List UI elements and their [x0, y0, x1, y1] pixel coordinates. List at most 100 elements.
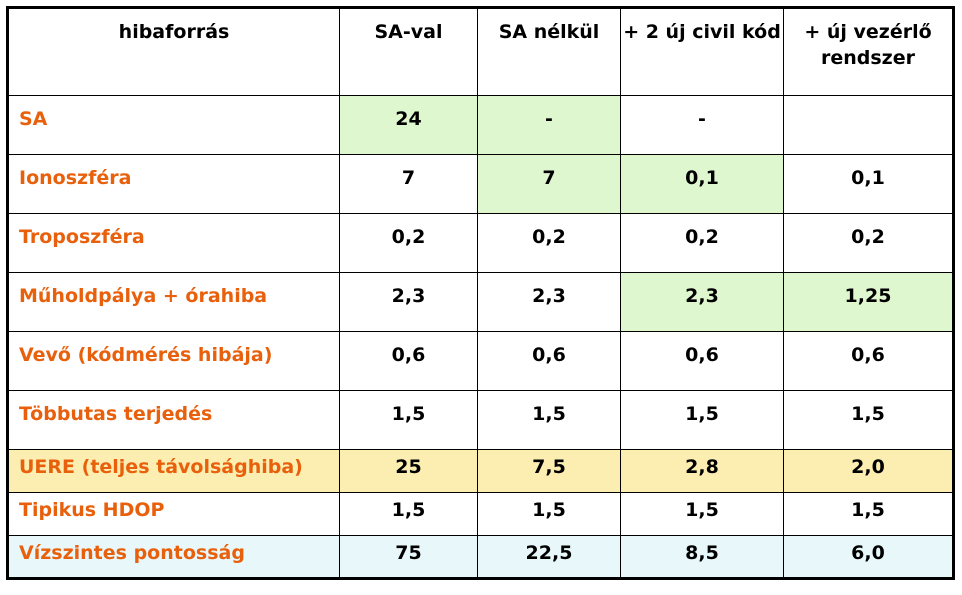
value-cell: 75: [339, 535, 478, 579]
value: 1,5: [851, 499, 885, 521]
row-label: Vízszintes pontosság: [19, 542, 245, 564]
value: 0,6: [391, 344, 426, 366]
header-cell-civil-code: + 2 új civil kód: [620, 7, 784, 96]
value-cell: 7,5: [477, 449, 621, 493]
value: 2,3: [685, 285, 719, 307]
value-cell: -: [620, 95, 784, 155]
value: 0,1: [851, 167, 885, 189]
value-cell: 0,6: [339, 331, 478, 391]
row-label: SA: [19, 108, 48, 130]
value-cell: 1,25: [783, 272, 954, 332]
header-without-sa-label: SA nélkül: [498, 21, 600, 43]
row-label: Vevő (kódmérés hibája): [19, 344, 273, 366]
value: 0,2: [391, 226, 426, 248]
value: 1,5: [391, 499, 426, 521]
value: 8,5: [685, 542, 719, 564]
value-cell: 2,3: [339, 272, 478, 332]
value-cell: 7: [477, 154, 621, 214]
value-cell: 0,2: [477, 213, 621, 273]
table-row-accuracy: Vízszintes pontosság 75 22,5 8,5 6,0: [7, 535, 954, 579]
error-budget-table: hibaforrás SA-val SA nélkül + 2 új civil…: [6, 6, 955, 580]
value-cell: 25: [339, 449, 478, 493]
value-cell: [783, 95, 954, 155]
value: 7: [542, 167, 556, 189]
value-cell: 0,2: [620, 213, 784, 273]
row-label: UERE (teljes távolsághiba): [19, 456, 303, 478]
value: 0,6: [685, 344, 719, 366]
value: 1,25: [844, 285, 892, 307]
value: 0,2: [532, 226, 566, 248]
value-cell: 0,2: [339, 213, 478, 273]
value: 1,5: [685, 403, 719, 425]
value: 75: [395, 542, 422, 564]
value: 0,6: [532, 344, 566, 366]
value: -: [698, 108, 706, 130]
value: 1,5: [851, 403, 885, 425]
value-cell: 1,5: [620, 492, 784, 536]
value: 6,0: [851, 542, 885, 564]
value-cell: 0,2: [783, 213, 954, 273]
row-label: Többutas terjedés: [19, 403, 213, 425]
value: 7: [401, 167, 416, 189]
value-cell: 1,5: [783, 390, 954, 450]
row-label: Ionoszféra: [19, 167, 132, 189]
value: 2,3: [532, 285, 566, 307]
row-label-cell: Műholdpálya + órahiba: [7, 272, 340, 332]
value-cell: 1,5: [620, 390, 784, 450]
value-cell: 0,1: [620, 154, 784, 214]
value: 2,0: [851, 456, 885, 478]
table-row: Troposzféra 0,2 0,2 0,2 0,2: [7, 213, 954, 273]
row-label-cell: Troposzféra: [7, 213, 340, 273]
value: 22,5: [525, 542, 573, 564]
value: 0,2: [685, 226, 719, 248]
value-cell: 22,5: [477, 535, 621, 579]
header-control-system-label: + új vezérlő rendszer: [804, 21, 932, 69]
value: 0,2: [851, 226, 885, 248]
value: 25: [395, 456, 422, 478]
header-source-label: hibaforrás: [118, 21, 230, 43]
value: 0,1: [685, 167, 719, 189]
value: [784, 96, 952, 106]
row-label: Tipikus HDOP: [19, 499, 165, 521]
value-cell: 0,1: [783, 154, 954, 214]
row-label: Troposzféra: [19, 226, 145, 248]
table-row: Vevő (kódmérés hibája) 0,6 0,6 0,6 0,6: [7, 331, 954, 391]
header-with-sa-label: SA-val: [374, 21, 443, 43]
table-row-uere: UERE (teljes távolsághiba) 25 7,5 2,8 2,…: [7, 449, 954, 493]
value-cell: 24: [339, 95, 478, 155]
value-cell: 0,6: [620, 331, 784, 391]
table-row: Műholdpálya + órahiba 2,3 2,3 2,3 1,25: [7, 272, 954, 332]
value-cell: 2,0: [783, 449, 954, 493]
value-cell: 1,5: [783, 492, 954, 536]
table-row: Ionoszféra 7 7 0,1 0,1: [7, 154, 954, 214]
value-cell: 0,6: [783, 331, 954, 391]
value-cell: 1,5: [339, 492, 478, 536]
row-label-cell: Többutas terjedés: [7, 390, 340, 450]
value-cell: 0,6: [477, 331, 621, 391]
value: 2,8: [685, 456, 719, 478]
row-label: Műholdpálya + órahiba: [19, 285, 268, 307]
value-cell: 2,8: [620, 449, 784, 493]
value: 1,5: [532, 499, 566, 521]
value-cell: 1,5: [477, 492, 621, 536]
table-row: Tipikus HDOP 1,5 1,5 1,5 1,5: [7, 492, 954, 536]
header-civil-code-label: + 2 új civil kód: [623, 21, 781, 43]
table-row: Többutas terjedés 1,5 1,5 1,5 1,5: [7, 390, 954, 450]
header-cell-with-sa: SA-val: [339, 7, 478, 96]
value: 1,5: [685, 499, 719, 521]
value: -: [545, 108, 553, 130]
row-label-cell: SA: [7, 95, 340, 155]
value: 1,5: [391, 403, 426, 425]
row-label-cell: Vízszintes pontosság: [7, 535, 340, 579]
row-label-cell: Tipikus HDOP: [7, 492, 340, 536]
table-row: SA 24 - -: [7, 95, 954, 155]
value: 1,5: [532, 403, 566, 425]
value-cell: 2,3: [620, 272, 784, 332]
value-cell: -: [477, 95, 621, 155]
value-cell: 2,3: [477, 272, 621, 332]
value-cell: 1,5: [477, 390, 621, 450]
value: 2,3: [391, 285, 426, 307]
header-cell-without-sa: SA nélkül: [477, 7, 621, 96]
value-cell: 1,5: [339, 390, 478, 450]
